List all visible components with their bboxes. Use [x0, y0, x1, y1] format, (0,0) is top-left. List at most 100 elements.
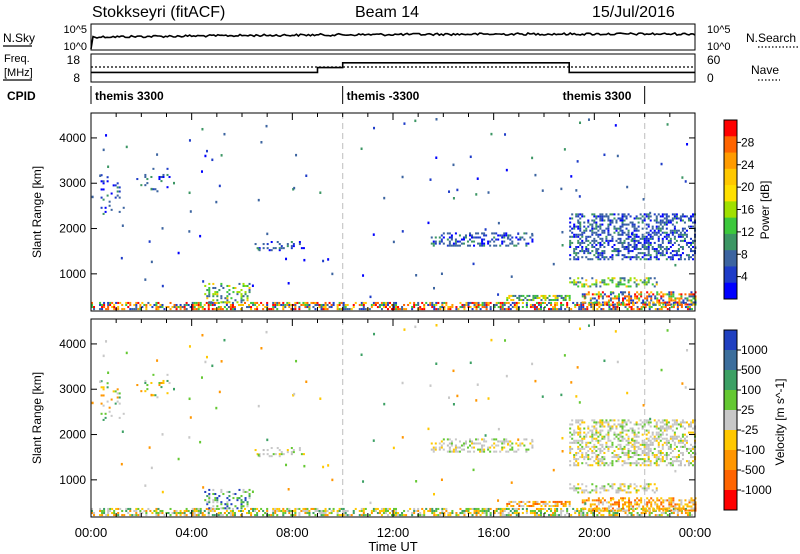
power-pixel [637, 221, 640, 224]
velocity-pixel [240, 505, 243, 508]
power-pixel [376, 301, 379, 304]
power-pixel [613, 217, 616, 220]
velocity-pixel [544, 512, 547, 515]
power-pixel [292, 243, 295, 246]
power-pixel [554, 296, 557, 299]
power-pixel [617, 213, 620, 216]
velocity-pixel [608, 514, 611, 517]
velocity-pixel [587, 324, 590, 327]
velocity-pixel [659, 427, 662, 430]
power-pixel [636, 291, 639, 294]
velocity-pixel [193, 514, 196, 517]
power-pixel [687, 225, 690, 228]
velocity-pixel [677, 454, 680, 457]
power-pixel [290, 240, 293, 244]
velocity-pixel [640, 514, 643, 517]
velocity-pixel [595, 505, 598, 508]
power-pixel [601, 297, 604, 300]
power-pixel [154, 188, 157, 191]
power-pixel [144, 278, 147, 281]
power-pixel [515, 244, 518, 247]
power-pixel [622, 297, 625, 300]
power-pixel [505, 301, 508, 304]
velocity-pixel [666, 499, 669, 502]
power-pixel [501, 240, 504, 243]
velocity-pixel [603, 421, 606, 424]
power-pixel [599, 237, 602, 240]
velocity-pixel [595, 429, 598, 432]
velocity-pixel [591, 509, 594, 512]
velocity-pixel [681, 435, 684, 438]
velocity-colorbar-cell [724, 450, 737, 471]
power-pixel [188, 191, 191, 195]
velocity-pixel [613, 431, 616, 434]
velocity-pixel [232, 497, 235, 500]
velocity-pixel [609, 445, 612, 448]
velocity-pixel [635, 491, 638, 494]
velocity-pixel [529, 512, 532, 515]
power-pixel [544, 301, 547, 304]
power-pixel [160, 180, 163, 183]
power-pixel [487, 240, 490, 243]
velocity-pixel [650, 505, 653, 508]
power-pixel [384, 306, 387, 309]
power-pixel [623, 256, 626, 259]
velocity-pixel [611, 460, 614, 463]
power-pixel [653, 219, 656, 222]
velocity-pixel [675, 445, 678, 448]
power-pixel [120, 256, 123, 260]
velocity-pixel [612, 497, 615, 501]
velocity-pixel [378, 512, 381, 515]
power-pixel [403, 122, 406, 125]
power-pixel [589, 223, 592, 226]
velocity-pixel [254, 507, 257, 510]
power-pixel [155, 303, 158, 307]
velocity-pixel [505, 514, 508, 517]
velocity-pixel [425, 507, 428, 510]
power-pixel [659, 245, 662, 249]
velocity-pixel [272, 509, 275, 513]
power-pixel [657, 235, 660, 238]
velocity-pixel [658, 514, 661, 517]
power-pixel [508, 296, 511, 299]
power-pixel [607, 277, 610, 280]
velocity-pixel [554, 504, 557, 508]
velocity-pixel [475, 438, 478, 441]
power-pixel [118, 210, 121, 213]
velocity-pixel [539, 514, 542, 517]
velocity-pixel [533, 509, 536, 513]
velocity-pixel [106, 400, 109, 403]
velocity-pixel [687, 460, 690, 463]
power-pixel [336, 308, 339, 311]
velocity-pixel [647, 419, 650, 422]
velocity-pixel [554, 512, 557, 515]
power-pixel [603, 215, 606, 218]
power-pixel [461, 303, 464, 307]
velocity-pixel [579, 447, 582, 450]
power-pixel [131, 308, 134, 311]
power-pixel [423, 303, 426, 307]
velocity-pixel [638, 514, 641, 517]
power-pixel [640, 308, 643, 311]
velocity-pixel [560, 507, 563, 510]
nsky-right-tick-top: 10^5 [707, 24, 731, 36]
velocity-pixel [303, 464, 306, 468]
power-colorbar-cell [724, 152, 737, 170]
velocity-pixel [554, 514, 557, 517]
power-pixel [106, 176, 109, 179]
velocity-pixel [689, 462, 692, 465]
velocity-pixel [678, 505, 681, 508]
power-pixel [613, 250, 616, 253]
power-pixel [501, 236, 504, 239]
power-pixel [586, 308, 589, 311]
power-pixel [607, 215, 610, 218]
velocity-pixel [643, 447, 646, 450]
power-pixel [537, 301, 540, 304]
velocity-pixel [623, 437, 626, 440]
power-pixel [513, 301, 516, 304]
power-pixel [93, 308, 96, 311]
power-pixel [679, 231, 682, 234]
velocity-pixel [531, 438, 534, 442]
velocity-pixel [287, 488, 290, 491]
velocity-pixel [647, 447, 650, 450]
